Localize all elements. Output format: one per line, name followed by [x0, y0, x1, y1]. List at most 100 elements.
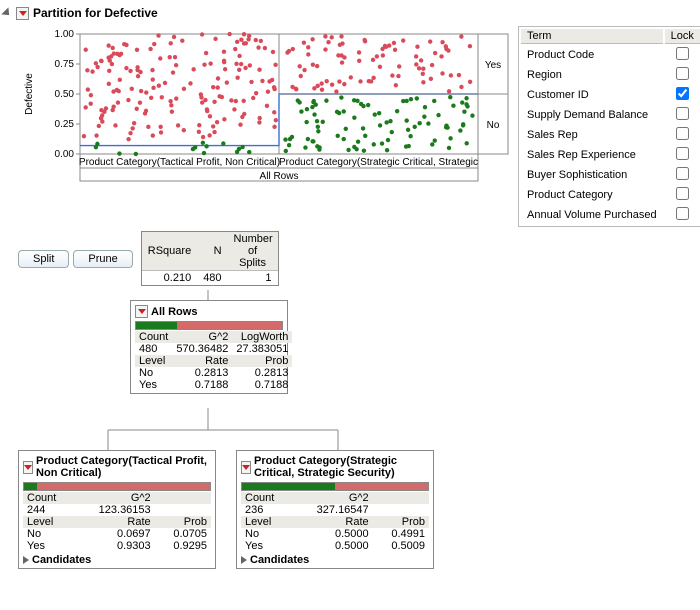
disclosure-icon[interactable] [1, 7, 12, 18]
val: 0.2813 [232, 367, 292, 379]
term-name: Product Category [521, 186, 663, 204]
val: 27.383051 [232, 343, 292, 355]
lbl: Level [135, 355, 172, 367]
val: 0.0705 [155, 528, 211, 540]
term-name: Customer ID [521, 86, 663, 104]
disclosure-right-icon [241, 556, 247, 564]
val: 236 [241, 504, 292, 516]
lock-checkbox[interactable] [676, 107, 689, 120]
val: 0.2813 [172, 367, 232, 379]
lbl: Count [135, 331, 172, 343]
summary-n-hdr: N [197, 232, 227, 271]
lbl: Count [23, 492, 74, 504]
split-button[interactable]: Split [18, 250, 69, 268]
svg-text:Yes: Yes [485, 60, 501, 71]
panel-title: Partition for Defective [33, 6, 158, 20]
lock-checkbox[interactable] [676, 127, 689, 140]
node-root-bar [135, 321, 283, 330]
term-lock-cell [665, 106, 700, 124]
svg-text:Defective: Defective [24, 73, 35, 115]
lock-checkbox[interactable] [676, 67, 689, 80]
summary-n-val: 480 [197, 271, 227, 286]
candidates-left[interactable]: Candidates [23, 554, 211, 566]
val: 0.5000 [292, 528, 373, 540]
term-name: Region [521, 66, 663, 84]
val: 0.5000 [292, 540, 373, 552]
term-lock-cell [665, 86, 700, 104]
val: 480 [135, 343, 172, 355]
val: Yes [241, 540, 292, 552]
term-row: Sales Rep Experience [521, 146, 700, 164]
val: No [135, 367, 172, 379]
summary-splits-val: 1 [228, 271, 278, 286]
cand-label: Candidates [250, 554, 309, 566]
svg-text:0.25: 0.25 [55, 119, 75, 130]
hotspot-triangle-icon [242, 465, 250, 470]
svg-text:Product Category(Strategic Cri: Product Category(Strategic Critical, Str… [279, 157, 478, 168]
hotspot-menu[interactable] [16, 7, 29, 20]
val: No [23, 528, 74, 540]
lbl: Level [23, 516, 74, 528]
node-root-hotspot[interactable] [135, 305, 148, 318]
lbl: G^2 [74, 492, 155, 504]
button-row: Split Prune RSquare N Numberof Splits 0.… [18, 231, 696, 286]
val: 0.5009 [373, 540, 429, 552]
term-row: Customer ID [521, 86, 700, 104]
val: 0.7188 [172, 379, 232, 391]
svg-text:All Rows: All Rows [260, 171, 299, 182]
term-lock-cell [665, 206, 700, 224]
node-left-hotspot[interactable] [23, 461, 33, 474]
node-right-hotspot[interactable] [241, 461, 251, 474]
val: 0.9295 [155, 540, 211, 552]
lock-checkbox[interactable] [676, 207, 689, 220]
lock-checkbox[interactable] [676, 47, 689, 60]
val: 123.36153 [74, 504, 155, 516]
node-right-bar [241, 482, 429, 491]
term-row: Product Code [521, 46, 700, 64]
svg-text:No: No [487, 120, 500, 131]
lock-checkbox[interactable] [676, 87, 689, 100]
hotspot-triangle-icon [19, 11, 27, 16]
candidates-right[interactable]: Candidates [241, 554, 429, 566]
prune-button[interactable]: Prune [73, 250, 132, 268]
lbl: Count [241, 492, 292, 504]
term-lock-cell [665, 46, 700, 64]
val: Yes [23, 540, 74, 552]
summary-rsquare-val: 0.210 [142, 271, 197, 286]
svg-text:Product Category(Tactical Prof: Product Category(Tactical Profit, Non Cr… [79, 157, 280, 168]
summary-stats: RSquare N Numberof Splits 0.210 480 1 [141, 231, 279, 286]
lock-checkbox[interactable] [676, 167, 689, 180]
term-row: Buyer Sophistication [521, 166, 700, 184]
node-left-title: Product Category(Tactical Profit, Non Cr… [36, 455, 211, 479]
term-lock-table: Term Lock Product CodeRegionCustomer IDS… [518, 26, 700, 227]
lock-checkbox[interactable] [676, 187, 689, 200]
val: 0.0697 [74, 528, 155, 540]
tree-area: All Rows Count G^2 LogWorth 480 570.3648… [18, 290, 690, 610]
term-lock-cell [665, 126, 700, 144]
disclosure-right-icon [23, 556, 29, 564]
term-lock-cell [665, 166, 700, 184]
hotspot-triangle-icon [24, 465, 32, 470]
val: 244 [23, 504, 74, 516]
term-name: Supply Demand Balance [521, 106, 663, 124]
term-lock-cell [665, 146, 700, 164]
lock-checkbox[interactable] [676, 147, 689, 160]
term-name: Sales Rep Experience [521, 146, 663, 164]
lbl: Prob [155, 516, 211, 528]
val: 0.9303 [74, 540, 155, 552]
cand-label: Candidates [32, 554, 91, 566]
term-row: Sales Rep [521, 126, 700, 144]
lbl: Rate [172, 355, 232, 367]
chart-svg: Product Category(Tactical Profit, Non Cr… [18, 26, 528, 184]
summary-rsquare-hdr: RSquare [142, 232, 197, 271]
node-root-title: All Rows [151, 306, 197, 318]
svg-text:0.75: 0.75 [55, 59, 75, 70]
svg-text:0.50: 0.50 [55, 89, 75, 100]
top-row: Product Category(Tactical Profit, Non Cr… [18, 26, 696, 227]
term-lock-cell [665, 186, 700, 204]
term-name: Annual Volume Purchased [521, 206, 663, 224]
term-row: Supply Demand Balance [521, 106, 700, 124]
lbl: Prob [232, 355, 292, 367]
lbl: Prob [373, 516, 429, 528]
svg-text:1.00: 1.00 [55, 29, 75, 40]
